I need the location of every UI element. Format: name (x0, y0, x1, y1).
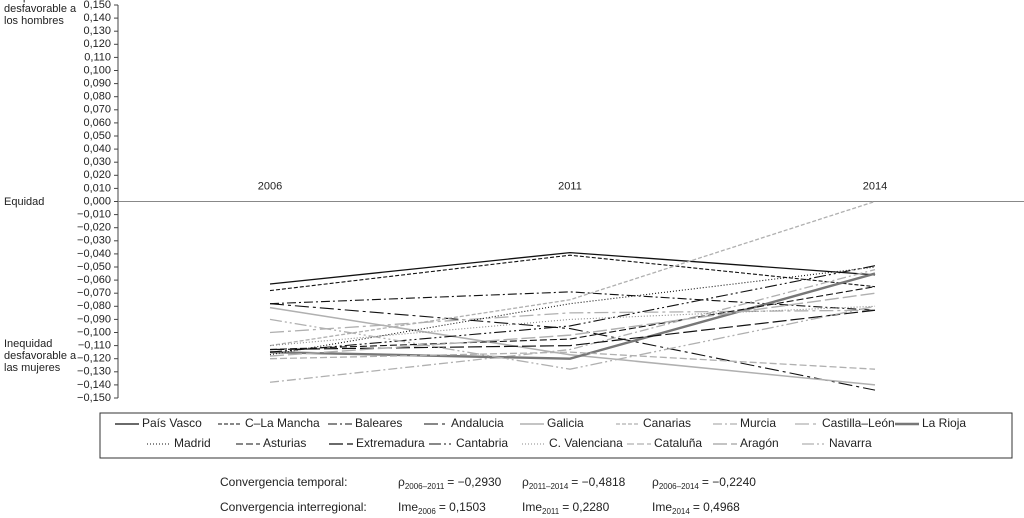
series-line (269, 268, 876, 383)
stat: Ime2006 = 0,1503 (398, 500, 486, 516)
stat-sub: 2014 (672, 507, 690, 516)
legend-label: C–La Mancha (245, 416, 320, 430)
y-tick-label: −0,050 (77, 261, 111, 273)
y-tick-label: 0,070 (83, 104, 111, 116)
stat-value: = −0,2240 (702, 475, 756, 489)
y-tick-label: 0,130 (83, 25, 111, 37)
y-tick-label: −0,110 (78, 340, 111, 352)
stat-symbol: ρ (398, 475, 405, 489)
x-tick-label: 2014 (863, 180, 887, 192)
x-tick-label: 2011 (558, 180, 582, 192)
annotation: Equidad (4, 195, 45, 208)
y-tick-label: 0,110 (84, 51, 111, 63)
stat-symbol: Ime (652, 500, 672, 514)
legend-label: Navarra (829, 436, 872, 450)
series-line (269, 272, 876, 360)
y-tick-label: −0,140 (77, 379, 111, 391)
series-line (269, 351, 876, 370)
series-line (269, 286, 876, 351)
stat-sub: 2011 (542, 507, 560, 516)
y-tick-label: 0,060 (83, 117, 111, 129)
y-tick-label: 0,030 (83, 156, 111, 168)
stat-value: = 0,2280 (562, 500, 609, 514)
series-line (269, 291, 876, 311)
series-line (269, 305, 876, 370)
legend-label: Aragón (740, 436, 779, 450)
stat-sub: 2006 (418, 507, 436, 516)
y-tick-label: 0,150 (83, 0, 111, 11)
stat: Ime2014 = 0,4968 (652, 500, 740, 516)
y-tick-label: 0,080 (83, 91, 111, 103)
legend-label: Asturias (263, 436, 306, 450)
y-tick-label: 0,040 (83, 143, 111, 155)
y-tick-label: −0,010 (77, 209, 111, 221)
y-tick-label: −0,130 (77, 366, 111, 378)
series-line (269, 251, 876, 285)
stat-value: = −0,2930 (447, 475, 501, 489)
series-line (269, 200, 876, 347)
stat: ρ2006–2011 = −0,2930 (398, 475, 502, 491)
y-tick-label: 0,020 (83, 169, 111, 181)
series-line (269, 303, 876, 391)
x-tick-label: 2006 (258, 180, 282, 192)
legend-box (99, 412, 1013, 459)
series-line (269, 306, 876, 386)
y-tick-label: 0,050 (83, 130, 111, 142)
y-tick-label: −0,100 (77, 326, 111, 338)
legend-label: Cataluña (654, 436, 702, 450)
stat-symbol: Ime (522, 500, 542, 514)
y-tick-label: 0,090 (83, 78, 111, 90)
stat-sub: 2006–2014 (659, 482, 700, 491)
y-tick-label: −0,020 (77, 222, 111, 234)
legend-label: Canarias (643, 416, 691, 430)
stat-symbol: ρ (652, 475, 659, 489)
stat-sub: 2006–2011 (405, 482, 445, 491)
series-line (269, 265, 876, 353)
y-tick-label: −0,080 (77, 300, 111, 312)
legend-label: La Rioja (922, 416, 966, 430)
legend-label: País Vasco (142, 416, 202, 430)
stats-label: Convergencia temporal: (220, 475, 347, 489)
y-tick-label: −0,060 (77, 274, 111, 286)
y-tick-label: −0,120 (77, 353, 111, 365)
stat-symbol: ρ (522, 475, 529, 489)
legend-label: Galicia (547, 416, 584, 430)
y-tick-label: 0,100 (83, 64, 111, 76)
stat-value: = 0,1503 (439, 500, 486, 514)
y-tick-label: −0,070 (77, 287, 111, 299)
stat-value: = −0,4818 (571, 475, 625, 489)
legend-label: Baleares (355, 416, 402, 430)
legend-label: Extremadura (356, 436, 425, 450)
y-tick-label: 0,140 (83, 12, 111, 24)
y-tick-label: 0,120 (83, 38, 111, 50)
y-tick-label: −0,040 (77, 248, 111, 260)
stat-symbol: Ime (398, 500, 418, 514)
y-tick-label: −0,150 (77, 392, 111, 404)
series-line (269, 292, 876, 357)
series-line (269, 305, 876, 347)
stat: Ime2011 = 0,2280 (522, 500, 610, 516)
stat-value: = 0,4968 (693, 500, 740, 514)
y-tick-label: −0,090 (77, 313, 111, 325)
legend-label: C. Valenciana (549, 436, 623, 450)
legend-label: Murcia (740, 416, 776, 430)
y-tick-label: −0,030 (77, 235, 111, 247)
stat: ρ2011–2014 = −0,4818 (522, 475, 626, 491)
series-line (269, 309, 876, 351)
y-tick-label: 0,010 (83, 182, 111, 194)
y-tick-label: 0,000 (83, 195, 111, 207)
legend-label: Castilla–León (822, 416, 895, 430)
legend-label: Andalucia (451, 416, 504, 430)
stat: ρ2006–2014 = −0,2240 (652, 475, 756, 491)
stat-sub: 2011–2014 (529, 482, 569, 491)
stats-label: Convergencia interregional: (220, 500, 367, 514)
annotation: Inequidad desfavorable a las mujeres (4, 338, 77, 375)
legend-label: Madrid (174, 436, 211, 450)
annotation: Inequidad desfavorable a los hombres (4, 0, 77, 27)
series-line (269, 254, 876, 292)
legend-label: Cantabria (456, 436, 508, 450)
